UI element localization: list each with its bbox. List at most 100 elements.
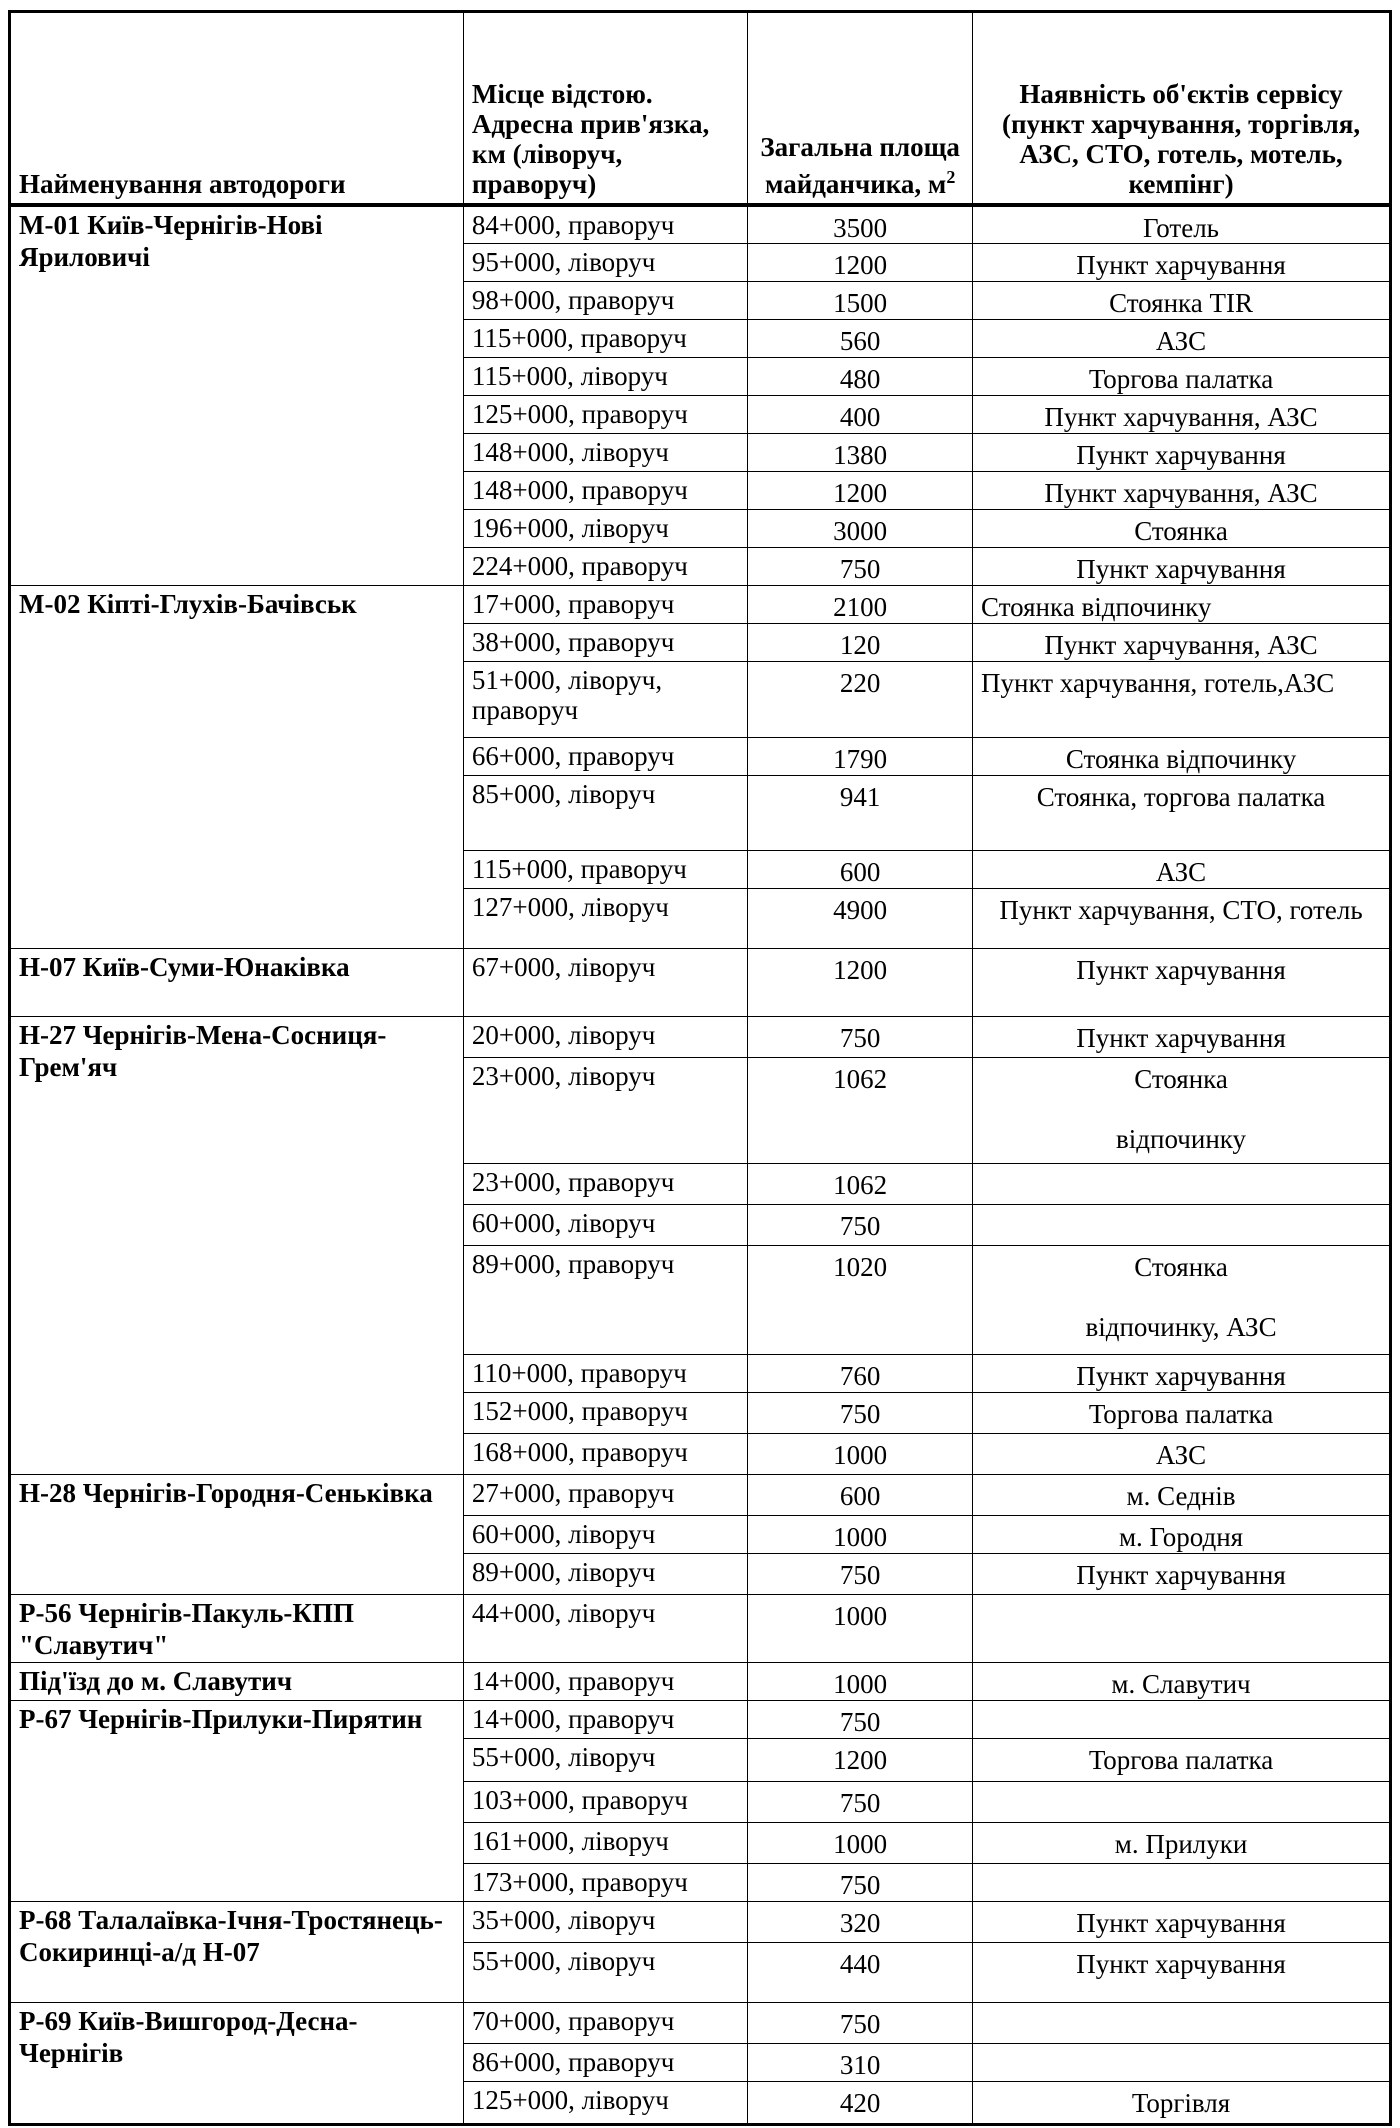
services-cell: Пункт харчування [972,433,1391,472]
area-cell: 1000 [747,1433,974,1475]
services-cell [972,1700,1391,1739]
table-row: Н-28 Чернігів-Городня-Сеньківка 27+000, п… [9,1474,1391,1595]
road-name-cell: Н-28 Чернігів-Городня-Сеньківка [9,1474,464,1595]
location-cell: 127+000, ліворуч [462,888,749,949]
location-cell: 89+000, ліворуч [462,1553,749,1595]
area-cell: 120 [747,623,974,662]
services-cell: Пункт харчування, АЗС [972,395,1391,434]
road-name-cell: Р-67 Чернігів-Прилуки-Пирятин [9,1700,464,1902]
location-cell: 168+000, праворуч [462,1433,749,1475]
location-cell: 23+000, праворуч [462,1163,749,1205]
area-cell: 310 [747,2043,974,2082]
location-cell: 152+000, праворуч [462,1392,749,1434]
services-cell: АЗС [972,1433,1391,1475]
road-name-cell: М-01 Київ-Чернігів-Нові Яриловичі [9,204,464,586]
services-cell: Стоянка, торгова палатка [972,775,1391,851]
location-cell: 35+000, ліворуч [462,1901,749,1943]
table-row: 173+000, праворуч 750 [10,1863,1391,1902]
area-cell: 1500 [747,281,974,320]
table-row: 103+000, праворуч 750 [10,1781,1391,1823]
location-cell: 23+000, ліворуч [462,1057,749,1164]
services-cell: Пункт харчування [972,1553,1391,1595]
area-cell: 750 [747,547,974,586]
services-cell: Пункт харчування [972,1016,1391,1058]
services-cell: м. Славутич [972,1662,1391,1701]
table-header-row: Найменування автодороги Місце відстою. А… [9,11,1391,207]
area-cell: 220 [747,661,974,738]
location-cell: 20+000, ліворуч [462,1016,749,1058]
table-row: 95+000, ліворуч 1200 Пункт харчування [10,243,1391,282]
area-cell: 1000 [747,1515,974,1554]
table-row: 196+000, ліворуч 3000 Стоянка [10,509,1391,548]
header-area-sup: 2 [946,167,956,187]
header-area-text: Загальна площа майданчика, м [760,132,960,199]
location-cell: 115+000, праворуч [462,319,749,358]
location-cell: 115+000, ліворуч [462,357,749,396]
services-cell [972,1781,1391,1823]
area-cell: 3000 [747,509,974,548]
area-cell: 750 [747,1204,974,1246]
table-row: М-01 Київ-Чернігів-Нові Яриловичі 84+000,… [9,204,1391,586]
services-cell: Пункт харчування [972,243,1391,282]
table-row: Н-27 Чернігів-Мена-Сосниця-Грем'яч 20+000… [9,1016,1391,1475]
table-row: 38+000, праворуч 120 Пункт харчування, АЗС [10,623,1391,662]
services-cell: Стоянка TIR [972,281,1391,320]
services-cell: м. Седнів [972,1474,1391,1516]
services-cell: м. Городня [972,1515,1391,1554]
area-cell: 3500 [747,204,974,244]
services-cell [972,2043,1391,2082]
services-cell: АЗС [972,319,1391,358]
table-row: Р-68 Талалаївка-Ічня-Тростянець-Сокиринц… [9,1901,1391,2003]
location-cell: 60+000, ліворуч [462,1204,749,1246]
header-area: Загальна площа майданчика, м2 [747,11,974,207]
table-row: Під'їзд до м. Славутич 14+000, праворуч 10… [9,1662,1391,1701]
area-cell: 1200 [747,471,974,510]
services-cell: Пункт харчування [972,1354,1391,1393]
services-cell: Готель [972,204,1391,244]
table-row: 89+000, ліворуч 750 Пункт харчування [10,1553,1391,1595]
services-cell: Стоянка [972,509,1391,548]
header-location: Місце відстою. Адресна прив'язка, км (лі… [462,11,749,207]
services-cell [972,1163,1391,1205]
location-cell: 51+000, ліворуч, праворуч [462,661,749,738]
road-name-cell: М-02 Кіпті-Глухів-Бачівськ [9,585,464,949]
area-cell: 2100 [747,585,974,624]
table-row: 23+000, ліворуч 1062 Стоянка відпочинку [10,1057,1391,1164]
table-row: 60+000, ліворуч 750 [10,1204,1391,1246]
header-services: Наявність об'єктів сервісу (пункт харчув… [972,11,1391,207]
services-cell: Пункт харчування [972,1901,1391,1943]
services-cell: Пункт харчування [972,948,1391,1017]
area-cell: 1200 [747,243,974,282]
services-cell: АЗС [972,850,1391,889]
table-row: 51+000, ліворуч, праворуч 220 Пункт харчув… [10,661,1391,738]
services-cell: м. Прилуки [972,1822,1391,1864]
area-cell: 1380 [747,433,974,472]
location-cell: 98+000, праворуч [462,281,749,320]
services-cell: Торгова палатка [972,1392,1391,1434]
services-cell: Торгівля [972,2081,1391,2125]
area-cell: 1000 [747,1822,974,1864]
area-cell: 1790 [747,737,974,776]
area-cell: 750 [747,1392,974,1434]
location-cell: 70+000, праворуч [462,2002,749,2044]
location-cell: 95+000, ліворуч [462,243,749,282]
table-row: 115+000, праворуч 560 АЗС [10,319,1391,358]
area-cell: 1000 [747,1662,974,1701]
location-cell: 55+000, ліворуч [462,1738,749,1782]
services-cell: Стоянка відпочинку [972,1057,1391,1164]
location-cell: 89+000, праворуч [462,1245,749,1355]
table-row: 224+000, праворуч 750 Пункт харчування [10,547,1391,586]
services-cell: Пункт харчування, готель,АЗС [972,661,1391,738]
services-cell: Торгова палатка [972,357,1391,396]
area-cell: 560 [747,319,974,358]
location-cell: 86+000, праворуч [462,2043,749,2082]
header-road-name: Найменування автодороги [9,11,464,207]
area-cell: 760 [747,1354,974,1393]
table-row: 127+000, ліворуч 4900 Пункт харчування, СТ… [10,888,1391,949]
area-cell: 420 [747,2081,974,2125]
services-cell [972,1863,1391,1902]
road-name-cell: Під'їзд до м. Славутич [9,1662,464,1701]
area-cell: 480 [747,357,974,396]
location-cell: 148+000, ліворуч [462,433,749,472]
location-cell: 67+000, ліворуч [462,948,749,1017]
